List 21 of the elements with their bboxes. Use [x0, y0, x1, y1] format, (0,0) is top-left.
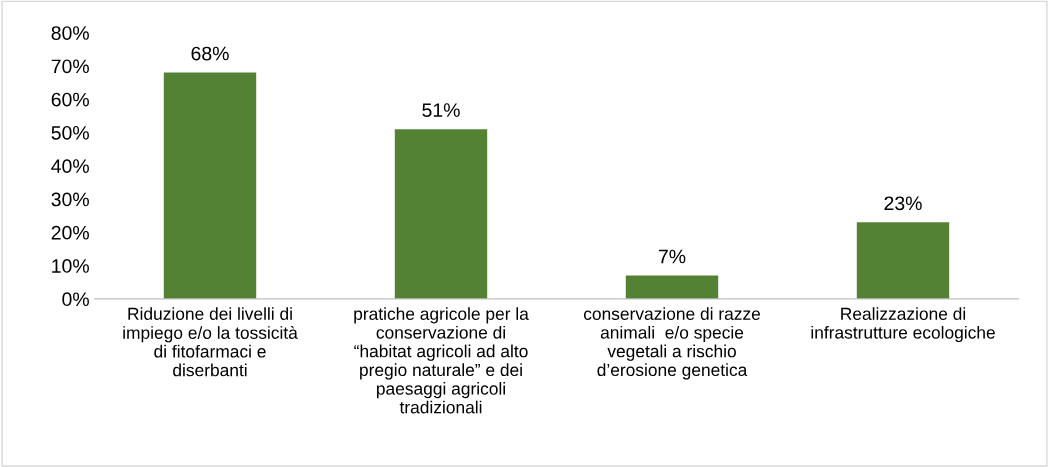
- y-tick-label: 30%: [51, 192, 89, 207]
- x-tick-label: Riduzione dei livelli di impiego e/o la tossicità di fitofarmaci e diserbanti: [123, 307, 298, 377]
- bar: [856, 222, 950, 299]
- y-tick-label: 0%: [62, 292, 89, 307]
- y-tick-label: 70%: [51, 59, 89, 74]
- bar: [163, 72, 257, 299]
- data-label: 51%: [422, 103, 460, 118]
- x-tick-label: pratiche agricole per la conservazione di “habitat agricoli ad alto pregio naturale” e dei paesaggi agricoli tradizionali: [354, 307, 529, 414]
- y-tick-label: 80%: [51, 26, 89, 40]
- x-tick-label: Realizzazione di infrastrutture ecologiche: [811, 307, 995, 343]
- y-tick-label: 20%: [51, 225, 89, 240]
- bar: [625, 275, 719, 299]
- x-tick-label: conservazione di razze animali e/o specie vegetali a rischio d’erosione genetica: [583, 307, 761, 380]
- y-tick-label: 10%: [52, 259, 89, 273]
- y-tick-label: 40%: [51, 159, 89, 174]
- data-label: 68%: [191, 46, 229, 61]
- data-label: 7%: [658, 249, 686, 264]
- bar: [394, 129, 488, 299]
- y-tick-label: 50%: [51, 125, 89, 140]
- y-tick-label: 60%: [51, 92, 89, 107]
- data-label: 23%: [884, 196, 922, 211]
